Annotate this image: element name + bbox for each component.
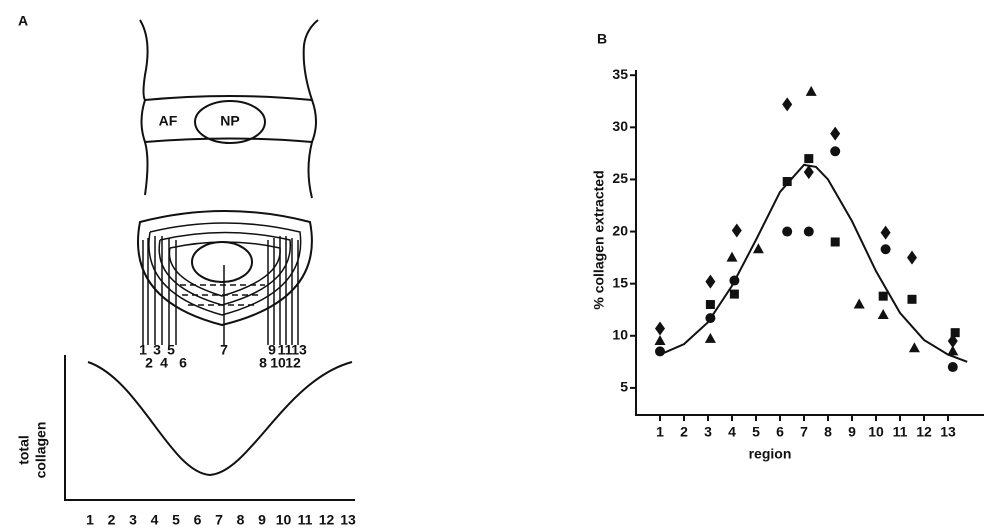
x-tick-label: 11 — [893, 424, 908, 440]
axes — [636, 70, 984, 415]
square-point — [879, 292, 888, 301]
x-tick-label: 2 — [680, 424, 688, 440]
x-tick-label: 13 — [340, 512, 356, 528]
region-label: 2 — [145, 355, 153, 371]
x-tick-label: 2 — [108, 512, 116, 528]
triangle-point — [806, 86, 817, 96]
panel-label: A — [18, 13, 28, 29]
diamond-point — [732, 224, 742, 238]
x-tick-label: 5 — [752, 424, 760, 440]
circle-point — [948, 362, 958, 372]
x-tick-label: 9 — [258, 512, 266, 528]
triangle-point — [909, 342, 920, 352]
x-tick-label: 13 — [940, 424, 956, 440]
x-tick-label: 8 — [824, 424, 832, 440]
y-tick-label: 5 — [620, 379, 628, 395]
x-tick-label: 9 — [848, 424, 856, 440]
panel-b: B % collagen extracted region — [591, 31, 984, 462]
circle-point — [782, 227, 792, 237]
dashed-lines — [180, 285, 265, 305]
fit-curve — [660, 165, 967, 362]
vertebra-top — [140, 20, 318, 100]
x-tick-label: 7 — [800, 424, 808, 440]
x-tick-label: 1 — [656, 424, 664, 440]
y-tick-label: 25 — [612, 170, 628, 186]
vertebra-bottom — [145, 142, 312, 198]
triangle-point — [705, 333, 716, 343]
x-tick-label: 5 — [172, 512, 180, 528]
circle-point — [830, 146, 840, 156]
diamond-point — [655, 321, 665, 335]
triangle-point — [854, 299, 865, 309]
square-point — [804, 154, 813, 163]
af-label: AF — [159, 113, 178, 129]
triangle-point — [727, 252, 738, 262]
region-label: 4 — [160, 355, 168, 371]
y-tick-label: 30 — [612, 118, 628, 134]
np-label: NP — [220, 113, 239, 129]
x-tick-label: 4 — [151, 512, 159, 528]
triangle-point — [655, 335, 666, 345]
x-tick-label: 6 — [776, 424, 784, 440]
region-lines — [143, 236, 298, 345]
x-tick-label: 11 — [298, 512, 313, 528]
y-label: total — [16, 435, 32, 465]
square-point — [908, 295, 917, 304]
x-tick-label: 8 — [237, 512, 245, 528]
region-label: 12 — [285, 355, 301, 371]
panel-a: A AF NP total collagen — [16, 13, 355, 500]
x-tick-label: 4 — [728, 424, 736, 440]
section-nucleus — [192, 242, 252, 282]
circle-point — [655, 346, 665, 356]
y-label: collagen — [33, 422, 49, 479]
diamond-point — [782, 97, 792, 111]
square-point — [730, 290, 739, 299]
region-label: 10 — [270, 355, 286, 371]
x-tick-label: 7 — [215, 512, 223, 528]
axes — [65, 355, 355, 500]
y-axis-label: % collagen extracted — [591, 170, 607, 309]
diamond-point — [705, 275, 715, 289]
x-tick-label: 12 — [916, 424, 932, 440]
x-tick-label: 3 — [129, 512, 137, 528]
chart-title: B — [597, 31, 607, 47]
x-tick-label: 3 — [704, 424, 712, 440]
x-tick-label: 12 — [319, 512, 335, 528]
region-label: 8 — [259, 355, 267, 371]
y-tick-label: 35 — [612, 66, 628, 82]
triangle-point — [878, 309, 889, 319]
square-point — [951, 328, 960, 337]
x-tick-label: 6 — [194, 512, 202, 528]
y-tick-label: 20 — [612, 222, 628, 238]
diamond-point — [907, 251, 917, 265]
x-tick-label: 10 — [868, 424, 884, 440]
square-point — [831, 237, 840, 246]
figure: A AF NP total collagen B % collagen extr… — [0, 0, 990, 532]
y-tick-label: 10 — [612, 326, 628, 342]
x-tick-label: 10 — [276, 512, 292, 528]
diamond-point — [881, 226, 891, 240]
square-point — [706, 300, 715, 309]
y-tick-label: 15 — [612, 274, 628, 290]
region-label: 5 — [167, 342, 175, 358]
region-label: 6 — [179, 355, 187, 371]
circle-point — [804, 227, 814, 237]
region-label: 7 — [220, 342, 228, 358]
x-axis-label: region — [749, 446, 792, 462]
circle-point — [881, 244, 891, 254]
collagen-curve — [88, 362, 352, 475]
diamond-point — [830, 127, 840, 141]
x-tick-label: 1 — [86, 512, 94, 528]
